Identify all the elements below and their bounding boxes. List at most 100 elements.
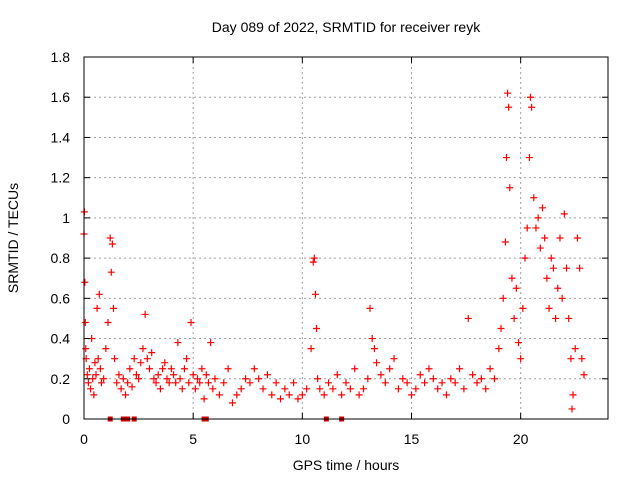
- data-point: [313, 325, 321, 332]
- data-point: [87, 385, 95, 393]
- data-point: [425, 365, 433, 373]
- data-point: [128, 383, 136, 391]
- y-tick-label: 0.6: [51, 290, 71, 306]
- data-point: [571, 345, 579, 353]
- data-point: [386, 365, 394, 373]
- data-point: [355, 391, 363, 399]
- data-point: [183, 355, 191, 363]
- data-point: [486, 365, 494, 373]
- data-point: [329, 385, 337, 393]
- data-point: [207, 339, 215, 347]
- data-point: [107, 268, 115, 276]
- data-point: [534, 214, 542, 222]
- x-tick-label: 0: [80, 431, 88, 447]
- data-point: [429, 375, 437, 383]
- data-point: [263, 371, 271, 379]
- data-point: [526, 93, 534, 101]
- data-point: [552, 314, 560, 322]
- data-point: [109, 304, 117, 312]
- data-point: [338, 391, 346, 399]
- data-point: [558, 294, 566, 302]
- data-point: [92, 371, 100, 379]
- data-point: [259, 385, 267, 393]
- data-point: [196, 379, 204, 387]
- data-point: [359, 385, 367, 393]
- data-point: [165, 379, 173, 387]
- data-point: [434, 385, 442, 393]
- data-point: [580, 371, 588, 379]
- data-point: [438, 379, 446, 387]
- data-point: [161, 359, 169, 367]
- y-tick-label: 0.8: [51, 250, 71, 266]
- data-point: [81, 318, 89, 326]
- data-point: [512, 284, 520, 292]
- data-point: [233, 391, 241, 399]
- data-point: [482, 385, 490, 393]
- data-points: [80, 89, 588, 413]
- data-point: [93, 304, 101, 312]
- data-point: [421, 379, 429, 387]
- data-point: [316, 385, 324, 393]
- data-point: [290, 379, 298, 387]
- data-point: [298, 391, 306, 399]
- data-point: [502, 154, 510, 162]
- data-point: [215, 391, 223, 399]
- data-point: [505, 103, 513, 111]
- data-point: [543, 274, 551, 282]
- data-point: [539, 204, 546, 212]
- data-point: [310, 254, 318, 262]
- data-point: [560, 210, 568, 218]
- data-point: [442, 391, 450, 399]
- x-tick-label: 10: [295, 431, 311, 447]
- data-point: [209, 385, 217, 393]
- data-point: [303, 385, 311, 393]
- data-point: [294, 395, 302, 403]
- data-point: [499, 294, 507, 302]
- data-point: [381, 379, 389, 387]
- y-tick-label: 1.4: [51, 129, 71, 145]
- plot-frame: [83, 56, 609, 420]
- data-point: [250, 365, 258, 373]
- data-point: [456, 365, 464, 373]
- chart-title: Day 089 of 2022, SRMTID for receiver rey…: [212, 19, 481, 35]
- data-point: [469, 371, 477, 379]
- x-tick-label: 15: [404, 431, 420, 447]
- data-point: [187, 318, 195, 326]
- data-point: [91, 359, 99, 367]
- data-point: [150, 375, 158, 383]
- data-point: [490, 375, 498, 383]
- data-point: [464, 314, 472, 322]
- data-point: [277, 395, 284, 403]
- data-point: [83, 371, 91, 379]
- data-point: [495, 345, 503, 353]
- data-point: [333, 371, 341, 379]
- data-point: [346, 385, 354, 393]
- data-point: [117, 385, 125, 393]
- data-point: [202, 371, 210, 379]
- y-tick-label: 0.4: [51, 331, 71, 347]
- data-point: [115, 371, 123, 379]
- data-point: [408, 391, 415, 399]
- data-point: [189, 371, 197, 379]
- data-point: [460, 385, 468, 393]
- data-point: [191, 385, 199, 393]
- y-tick-label: 0: [62, 411, 70, 427]
- data-point: [517, 355, 525, 363]
- data-point: [504, 89, 512, 97]
- y-tick-label: 1.8: [51, 49, 71, 65]
- data-point: [156, 385, 164, 393]
- data-point: [403, 379, 411, 387]
- data-point: [510, 314, 518, 322]
- data-point: [565, 314, 573, 322]
- data-point: [143, 355, 151, 363]
- data-point: [519, 304, 527, 312]
- data-point: [237, 385, 245, 393]
- y-axis-label: SRMTID / TECUs: [5, 183, 21, 293]
- data-point: [119, 375, 127, 383]
- data-point: [172, 379, 180, 387]
- data-point: [104, 318, 112, 326]
- data-point: [90, 391, 98, 399]
- data-point: [178, 385, 186, 393]
- data-point: [132, 371, 140, 379]
- data-point: [100, 375, 108, 383]
